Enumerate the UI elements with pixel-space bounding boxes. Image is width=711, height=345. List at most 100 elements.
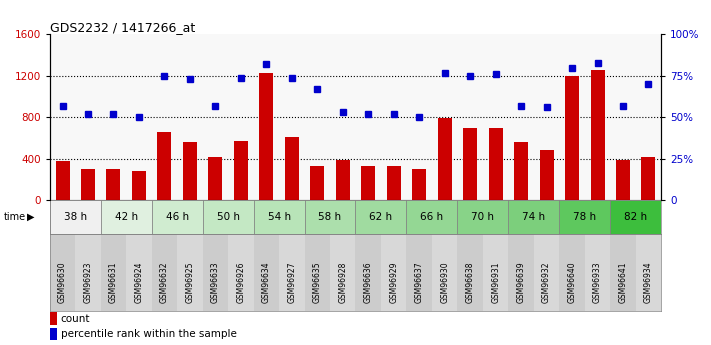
Bar bbox=[336, 160, 350, 200]
Bar bbox=[101, 234, 127, 311]
Bar bbox=[534, 234, 560, 311]
Bar bbox=[310, 166, 324, 200]
Text: GSM96932: GSM96932 bbox=[542, 262, 551, 303]
Text: GDS2232 / 1417266_at: GDS2232 / 1417266_at bbox=[50, 21, 195, 34]
Text: 66 h: 66 h bbox=[420, 212, 444, 222]
Text: 78 h: 78 h bbox=[573, 212, 597, 222]
Text: GSM96933: GSM96933 bbox=[593, 262, 602, 303]
Text: time: time bbox=[4, 212, 26, 222]
Text: 38 h: 38 h bbox=[64, 212, 87, 222]
Bar bbox=[381, 234, 407, 311]
Text: GSM96934: GSM96934 bbox=[644, 262, 653, 303]
Text: GSM96637: GSM96637 bbox=[415, 262, 424, 303]
Bar bbox=[488, 128, 503, 200]
Bar bbox=[591, 70, 604, 200]
Bar bbox=[407, 200, 457, 234]
Bar bbox=[540, 149, 554, 200]
Bar bbox=[254, 34, 304, 200]
Bar bbox=[127, 234, 151, 311]
Bar bbox=[234, 141, 248, 200]
Bar bbox=[610, 234, 636, 311]
Bar bbox=[101, 200, 151, 234]
Text: GSM96639: GSM96639 bbox=[517, 262, 525, 303]
Bar bbox=[636, 234, 661, 311]
Bar bbox=[107, 169, 120, 200]
Text: GSM96929: GSM96929 bbox=[389, 262, 398, 303]
Bar bbox=[157, 132, 171, 200]
Bar bbox=[412, 169, 426, 200]
Text: GSM96631: GSM96631 bbox=[109, 262, 118, 303]
Bar bbox=[132, 171, 146, 200]
Bar bbox=[50, 200, 101, 234]
Text: GSM96931: GSM96931 bbox=[491, 262, 500, 303]
Bar bbox=[438, 118, 451, 200]
Bar bbox=[203, 200, 254, 234]
Bar bbox=[584, 234, 610, 311]
Bar bbox=[457, 34, 508, 200]
Bar bbox=[407, 34, 457, 200]
Bar bbox=[641, 157, 656, 200]
Text: GSM96636: GSM96636 bbox=[364, 262, 373, 303]
Text: count: count bbox=[60, 314, 90, 324]
Text: GSM96641: GSM96641 bbox=[619, 262, 628, 303]
Bar bbox=[508, 34, 560, 200]
Bar bbox=[457, 200, 508, 234]
Bar bbox=[560, 34, 610, 200]
Text: GSM96924: GSM96924 bbox=[134, 262, 144, 303]
Text: 46 h: 46 h bbox=[166, 212, 188, 222]
Text: 54 h: 54 h bbox=[267, 212, 291, 222]
Bar bbox=[260, 73, 273, 200]
Bar bbox=[304, 34, 356, 200]
Text: 58 h: 58 h bbox=[319, 212, 341, 222]
Bar bbox=[203, 234, 228, 311]
Text: 42 h: 42 h bbox=[114, 212, 138, 222]
Bar bbox=[254, 234, 279, 311]
Bar bbox=[463, 128, 477, 200]
Bar bbox=[356, 34, 407, 200]
Text: 50 h: 50 h bbox=[217, 212, 240, 222]
Text: GSM96632: GSM96632 bbox=[160, 262, 169, 303]
Bar bbox=[228, 234, 254, 311]
Bar bbox=[151, 234, 177, 311]
Bar bbox=[81, 169, 95, 200]
Bar bbox=[177, 234, 203, 311]
Bar bbox=[356, 200, 407, 234]
Bar bbox=[50, 234, 75, 311]
Text: 82 h: 82 h bbox=[624, 212, 647, 222]
Text: GSM96634: GSM96634 bbox=[262, 262, 271, 303]
Text: GSM96635: GSM96635 bbox=[313, 262, 322, 303]
Bar bbox=[560, 234, 584, 311]
Text: GSM96630: GSM96630 bbox=[58, 262, 67, 303]
Text: ▶: ▶ bbox=[27, 212, 35, 222]
Bar bbox=[610, 200, 661, 234]
Text: GSM96633: GSM96633 bbox=[211, 262, 220, 303]
Bar bbox=[304, 200, 356, 234]
Text: GSM96926: GSM96926 bbox=[236, 262, 245, 303]
Bar bbox=[151, 200, 203, 234]
Text: 70 h: 70 h bbox=[471, 212, 494, 222]
Bar bbox=[50, 34, 101, 200]
Bar bbox=[55, 161, 70, 200]
Bar bbox=[361, 166, 375, 200]
Bar bbox=[101, 34, 151, 200]
Bar bbox=[50, 328, 57, 340]
Bar bbox=[514, 142, 528, 200]
Bar bbox=[565, 76, 579, 200]
Bar bbox=[407, 234, 432, 311]
Bar bbox=[483, 234, 508, 311]
Text: 62 h: 62 h bbox=[370, 212, 392, 222]
Bar bbox=[616, 160, 630, 200]
Bar bbox=[151, 34, 203, 200]
Bar bbox=[508, 234, 534, 311]
Bar bbox=[387, 166, 401, 200]
Bar bbox=[75, 234, 101, 311]
Bar bbox=[560, 200, 610, 234]
Text: GSM96925: GSM96925 bbox=[186, 262, 194, 303]
Text: GSM96927: GSM96927 bbox=[287, 262, 296, 303]
Bar bbox=[610, 34, 661, 200]
Bar bbox=[254, 200, 304, 234]
Bar bbox=[508, 200, 560, 234]
Bar bbox=[356, 234, 381, 311]
Bar bbox=[203, 34, 254, 200]
Text: GSM96928: GSM96928 bbox=[338, 262, 347, 303]
